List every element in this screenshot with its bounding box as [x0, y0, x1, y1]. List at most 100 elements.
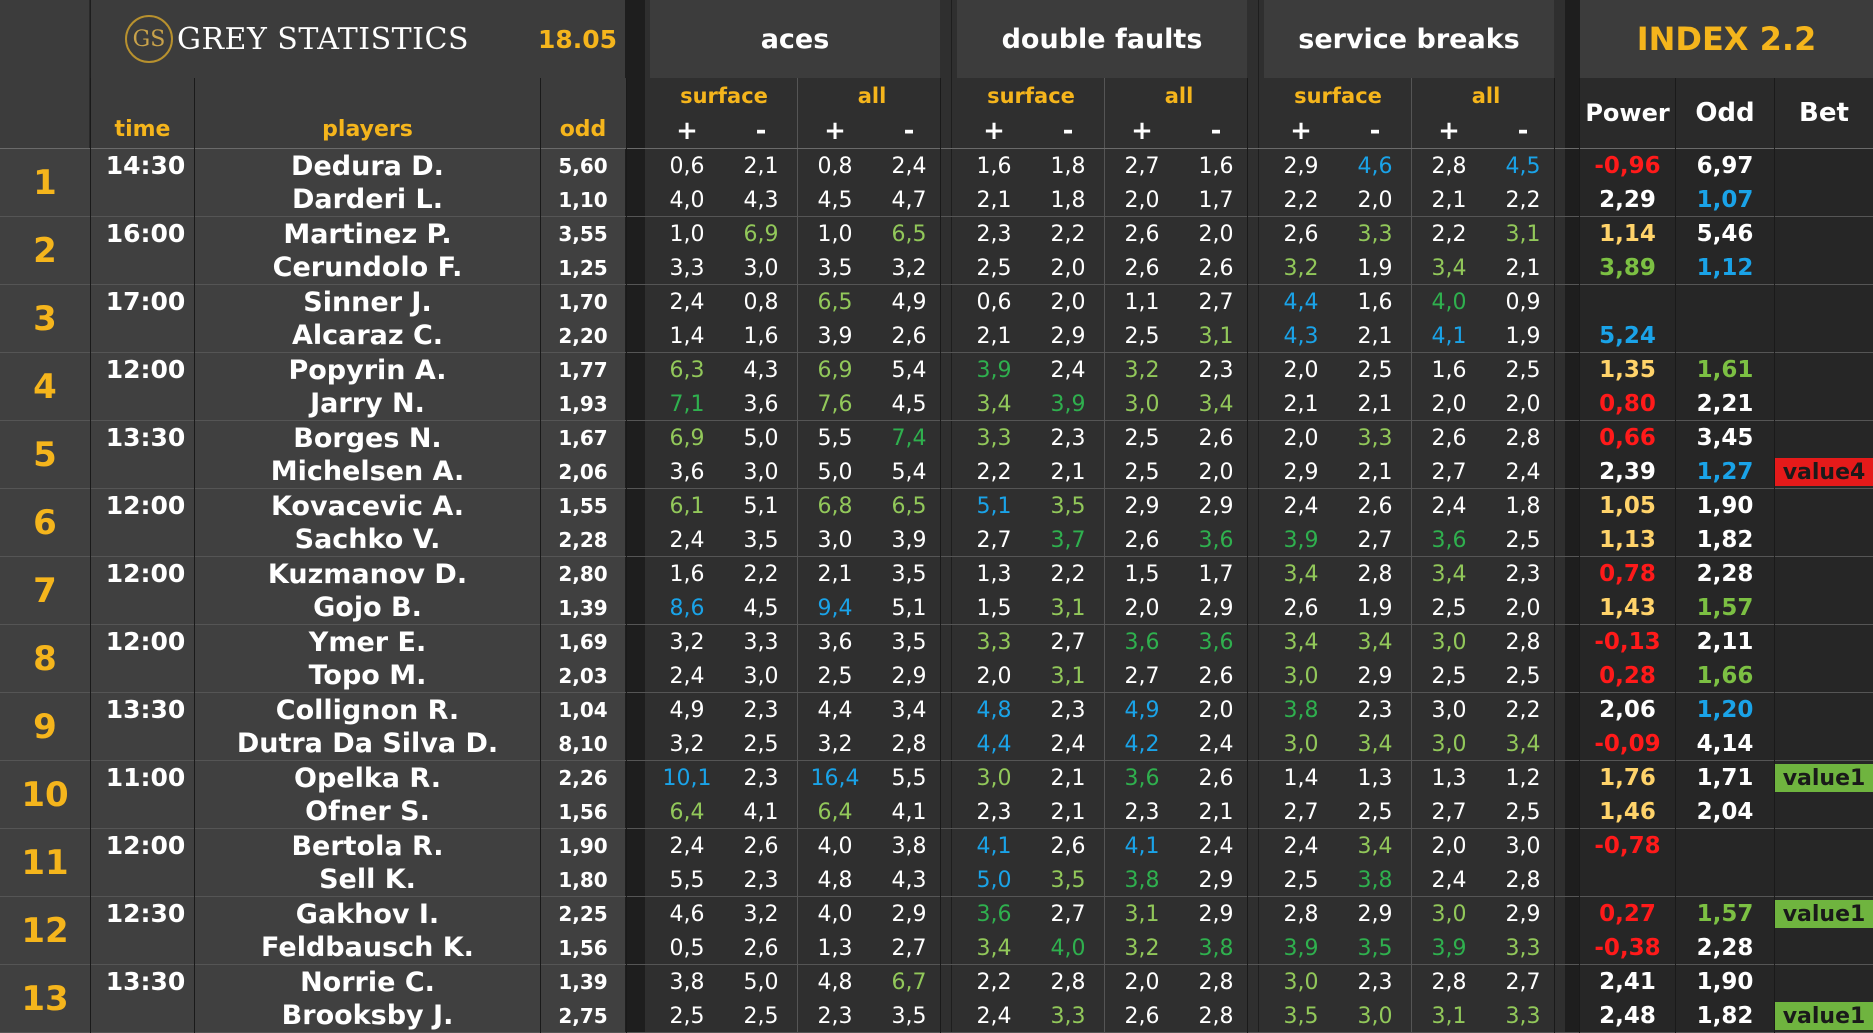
stat-value: 2,9 — [1283, 459, 1319, 485]
players-header: players — [322, 116, 413, 142]
stat-value: 7,4 — [891, 425, 927, 451]
stat-value: 3,3 — [669, 255, 705, 281]
stat-value: 2,4 — [1431, 493, 1467, 519]
stat-value: 1,5 — [1124, 561, 1160, 587]
stat-value: 3,3 — [1050, 1003, 1086, 1029]
stat-value: 4,3 — [1283, 323, 1319, 349]
stat-value: 2,8 — [1198, 1003, 1234, 1029]
match-number: 5 — [0, 421, 90, 488]
column-divider — [626, 78, 627, 1033]
stat-value: 1,3 — [817, 935, 853, 961]
stat-value: 2,1 — [1198, 799, 1234, 825]
stat-value: 1,0 — [817, 221, 853, 247]
stat-value: 2,3 — [976, 221, 1012, 247]
stat-value: 1,8 — [1050, 153, 1086, 179]
player-odd: 2,80 — [541, 557, 625, 591]
player-odd: 1,56 — [541, 795, 625, 828]
stat-value: 2,1 — [1050, 459, 1086, 485]
stat-value: 3,2 — [1124, 357, 1160, 383]
player-name: Martinez P. — [195, 217, 540, 251]
row-divider — [0, 352, 1873, 353]
stat-value: 3,4 — [1357, 833, 1393, 859]
stat-value: 1,6 — [743, 323, 779, 349]
stat-value: 4,1 — [1431, 323, 1467, 349]
stat-value: 3,6 — [1124, 765, 1160, 791]
index-odd-value: 1,27 — [1696, 459, 1754, 485]
stat-value: 2,9 — [1198, 901, 1234, 927]
match-number: 1 — [0, 149, 90, 216]
stat-value: 6,4 — [669, 799, 705, 825]
stat-value: 4,0 — [817, 833, 853, 859]
power-value: -0,78 — [1594, 833, 1661, 859]
index-odd-value: 1,66 — [1696, 663, 1754, 689]
stat-value: 2,7 — [891, 935, 927, 961]
player-name: Ymer E. — [195, 625, 540, 659]
stat-value: 2,6 — [1198, 663, 1234, 689]
stat-value: 2,6 — [1198, 765, 1234, 791]
power-value: 1,14 — [1599, 221, 1656, 247]
time-header: time — [114, 116, 171, 142]
stat-value: 2,2 — [976, 459, 1012, 485]
player-name: Gakhov I. — [195, 897, 540, 931]
player-odd: 1,70 — [541, 285, 625, 319]
stat-value: 3,9 — [1283, 935, 1319, 961]
plus-subheader: + — [1264, 114, 1338, 148]
stat-value: 2,8 — [1505, 629, 1541, 655]
stat-value: 6,7 — [891, 969, 927, 995]
stat-value: 3,4 — [976, 935, 1012, 961]
stat-value: 4,0 — [817, 901, 853, 927]
row-divider — [0, 964, 1873, 965]
stat-value: 2,4 — [1283, 493, 1319, 519]
player-name: Sell K. — [195, 863, 540, 896]
player-odd: 1,39 — [541, 591, 625, 624]
stat-value: 5,0 — [743, 969, 779, 995]
stat-value: 4,1 — [976, 833, 1012, 859]
stat-value: 2,7 — [1124, 663, 1160, 689]
stat-value: 6,9 — [817, 357, 853, 383]
stat-value: 6,5 — [817, 289, 853, 315]
power-value: 0,28 — [1599, 663, 1656, 689]
stat-value: 1,6 — [976, 153, 1012, 179]
stat-value: 6,3 — [669, 357, 705, 383]
stat-value: 3,0 — [1505, 833, 1541, 859]
stat-value: 6,1 — [669, 493, 705, 519]
player-odd: 2,25 — [541, 897, 625, 931]
row-divider — [0, 284, 1873, 285]
stat-value: 3,0 — [743, 663, 779, 689]
stat-value: 2,5 — [1357, 357, 1393, 383]
stat-value: 2,4 — [669, 663, 705, 689]
stat-value: 2,9 — [1357, 663, 1393, 689]
power-value: 2,41 — [1599, 969, 1656, 995]
stat-value: 4,1 — [891, 799, 927, 825]
player-odd: 1,10 — [541, 183, 625, 216]
match-number: 10 — [0, 761, 90, 828]
stat-value: 2,4 — [1198, 731, 1234, 757]
player-name: Feldbausch K. — [195, 931, 540, 964]
stat-value: 2,8 — [1198, 969, 1234, 995]
player-name: Brooksby J. — [195, 999, 540, 1032]
stat-value: 5,5 — [817, 425, 853, 451]
stat-value: 3,5 — [891, 629, 927, 655]
stat-value: 3,6 — [1198, 629, 1234, 655]
index-odd-value: 2,21 — [1696, 391, 1754, 417]
header-divider — [0, 148, 1873, 149]
bet-badge: value1 — [1775, 900, 1873, 928]
stat-value: 1,2 — [1505, 765, 1541, 791]
minus-subheader: - — [724, 114, 798, 148]
stat-value: 3,0 — [1431, 697, 1467, 723]
match-number: 13 — [0, 965, 90, 1032]
stat-value: 2,1 — [976, 187, 1012, 213]
stat-value: 2,3 — [976, 799, 1012, 825]
player-name: Jarry N. — [195, 387, 540, 420]
stat-value: 2,4 — [1050, 731, 1086, 757]
logo-mark: GS — [125, 15, 173, 63]
stat-value: 4,1 — [743, 799, 779, 825]
stat-value: 2,9 — [1283, 153, 1319, 179]
player-name: Dutra Da Silva D. — [195, 727, 540, 760]
stat-value: 3,8 — [1357, 867, 1393, 893]
stat-value: 2,9 — [1357, 901, 1393, 927]
stat-value: 2,3 — [743, 697, 779, 723]
plus-subheader: + — [650, 114, 724, 148]
stat-value: 1,8 — [1050, 187, 1086, 213]
stat-value: 2,0 — [1124, 969, 1160, 995]
